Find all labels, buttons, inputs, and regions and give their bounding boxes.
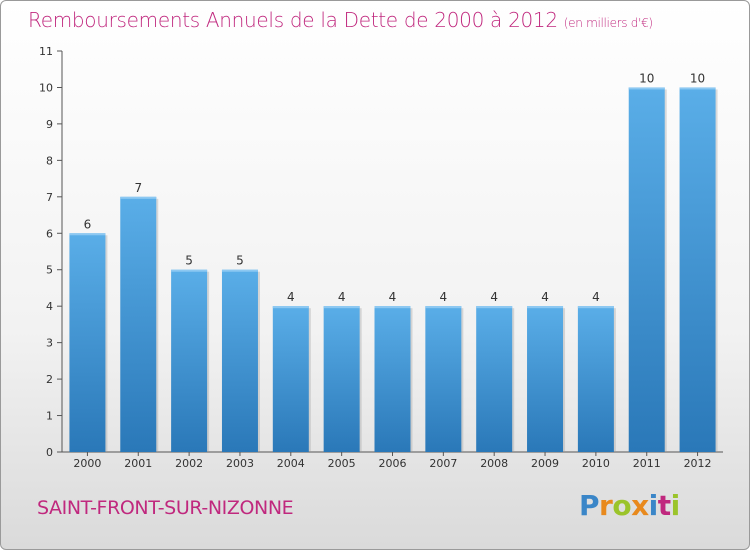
bar-value-label: 10 (639, 71, 654, 85)
x-tick-label: 2004 (277, 457, 305, 470)
x-tick-label: 2011 (633, 457, 661, 470)
y-tick-label: 2 (46, 373, 53, 386)
y-tick-label: 9 (46, 118, 53, 131)
y-tick-label: 10 (39, 81, 53, 94)
y-tick-label: 0 (46, 446, 53, 459)
bar-highlight (527, 306, 564, 309)
bar-highlight (272, 306, 309, 309)
y-tick-label: 5 (46, 264, 53, 277)
bar-value-label: 4 (490, 290, 498, 304)
x-tick-label: 2008 (480, 457, 508, 470)
bar (425, 306, 462, 452)
bar (628, 87, 665, 453)
bar (577, 306, 614, 452)
bar-highlight (374, 306, 411, 309)
bar-value-label: 4 (338, 290, 346, 304)
x-tick-label: 2002 (175, 457, 203, 470)
bar (221, 269, 258, 452)
y-tick-label: 4 (46, 300, 53, 313)
bar (527, 306, 564, 452)
bar-highlight (323, 306, 360, 309)
x-tick-label: 2007 (429, 457, 457, 470)
bar-value-label: 4 (287, 290, 295, 304)
proxiti-logo[interactable]: Proxiti (579, 489, 680, 522)
bar (120, 196, 157, 452)
logo-letter: t (657, 489, 671, 522)
logo-letter: i (670, 489, 681, 522)
bar-value-label: 4 (389, 290, 397, 304)
bar (323, 306, 360, 452)
bar-highlight (628, 87, 665, 90)
bar (476, 306, 513, 452)
y-tick-label: 6 (46, 227, 53, 240)
y-tick-label: 11 (39, 45, 53, 58)
chart-title: Remboursements Annuels de la Dette de 20… (28, 8, 653, 32)
commune-name: SAINT-FRONT-SUR-NIZONNE (37, 497, 294, 519)
bar (171, 269, 208, 452)
x-tick-label: 2001 (124, 457, 152, 470)
x-tick-label: 2005 (328, 457, 356, 470)
x-tick-label: 2012 (684, 457, 712, 470)
y-tick-label: 7 (46, 191, 53, 204)
bar-highlight (577, 306, 614, 309)
bar-highlight (679, 87, 716, 90)
bar-highlight (69, 233, 106, 236)
chart-bars: 6 7 5 5 4 4 4 4 4 4 4 10 10 (69, 71, 718, 453)
logo-letter: i (648, 489, 659, 522)
chart-title-text: Remboursements Annuels de la Dette de 20… (28, 8, 558, 32)
bar-value-label: 10 (690, 71, 705, 85)
bar-value-label: 6 (84, 217, 92, 231)
bar-value-label: 4 (592, 290, 600, 304)
logo-letter: x (631, 489, 649, 522)
bar (374, 306, 411, 452)
bar-highlight (476, 306, 513, 309)
y-tick-label: 1 (46, 410, 53, 423)
chart-subtitle: (en milliers d'€) (563, 16, 653, 30)
y-tick-label: 3 (46, 337, 53, 350)
chart-axes: 0 1 2 3 4 5 6 7 8 9 10 11 2000 2001 2002 2003 2004 2005 20… (39, 45, 723, 470)
bar-value-label: 7 (134, 181, 142, 195)
bar-value-label: 5 (236, 254, 244, 268)
bar-value-label: 4 (440, 290, 448, 304)
bar-highlight (425, 306, 462, 309)
x-tick-label: 2000 (73, 457, 101, 470)
logo-letter: r (599, 489, 613, 522)
bar-highlight (120, 196, 157, 199)
logo-letter: P (579, 489, 600, 522)
bar (272, 306, 309, 452)
x-tick-label: 2006 (379, 457, 407, 470)
bar (69, 233, 106, 452)
x-tick-label: 2010 (582, 457, 610, 470)
bar-value-label: 5 (185, 254, 193, 268)
bar-highlight (171, 269, 208, 272)
x-tick-label: 2009 (531, 457, 559, 470)
logo-letter: o (612, 489, 632, 522)
bar-value-label: 4 (541, 290, 549, 304)
x-tick-label: 2003 (226, 457, 254, 470)
bar-highlight (221, 269, 258, 272)
bar (679, 87, 716, 453)
y-tick-label: 8 (46, 154, 53, 167)
